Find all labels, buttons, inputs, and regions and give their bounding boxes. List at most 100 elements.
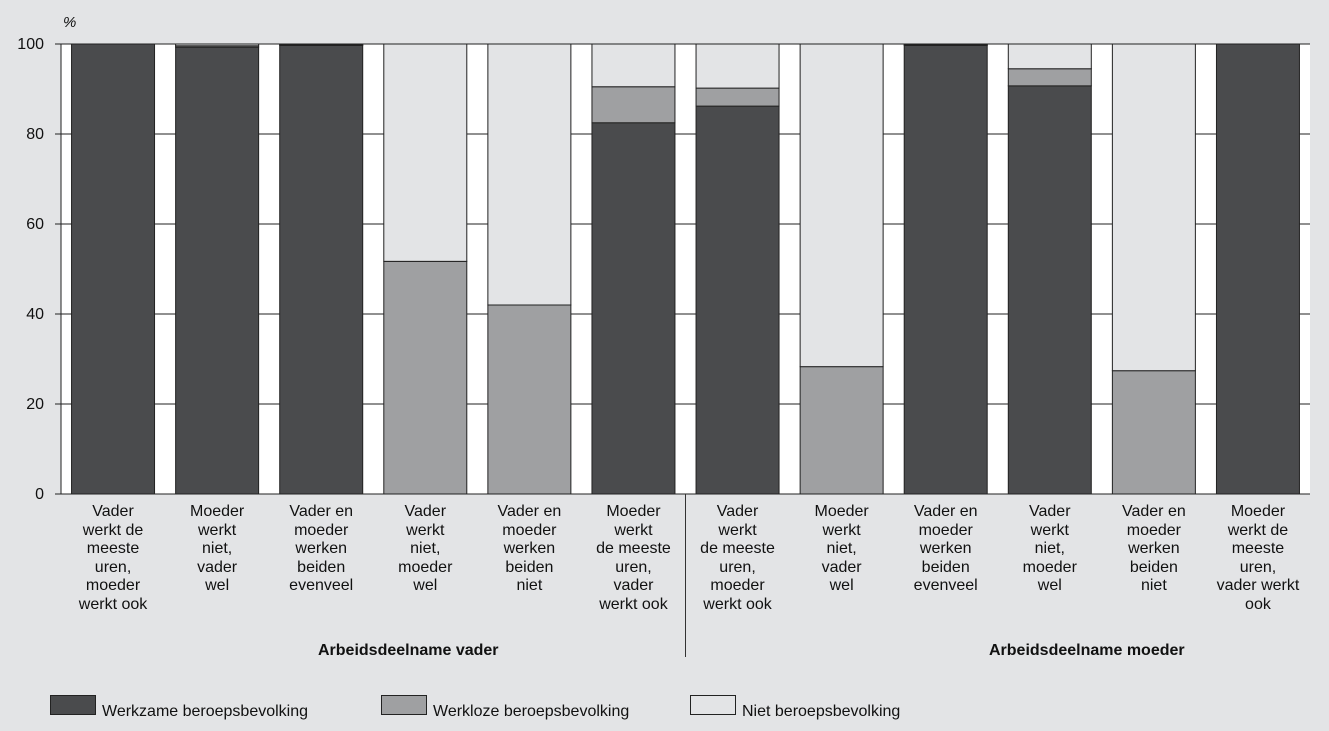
x-tick-label-line: werkt xyxy=(1030,521,1069,539)
x-tick-label-line: moeder xyxy=(918,521,973,539)
bar-3-series-2 xyxy=(383,43,468,262)
x-tick-label-line: wel xyxy=(205,577,230,594)
x-tick-label-line: uren, xyxy=(1239,558,1277,576)
y-tick-label-1: 20 xyxy=(26,396,44,413)
x-tick-label-line: werkt xyxy=(614,521,653,539)
x-tick-label-line: vader xyxy=(197,558,238,576)
x-tick-label-line: vader xyxy=(613,577,654,594)
bar-11-series-0 xyxy=(1215,43,1300,495)
y-tick-label-4: 80 xyxy=(26,126,44,143)
legend-swatch-niet xyxy=(690,695,736,715)
bar-6-series-1 xyxy=(695,87,780,107)
x-tick-label-line: Vader xyxy=(404,503,447,520)
x-tick-label-5: Moeder werkt de meeste uren, vader werkt ook xyxy=(585,503,681,614)
bar-3-series-1 xyxy=(383,260,468,495)
legend-swatch-werkloze xyxy=(381,695,427,715)
bar-10-series-1 xyxy=(1111,370,1196,495)
x-tick-label-line: uren, xyxy=(94,558,132,576)
x-tick-label-line: werkt xyxy=(822,521,861,539)
x-tick-label-line: uren, xyxy=(719,558,756,576)
legend-label-niet: Niet beroepsbevolking xyxy=(742,703,901,720)
x-tick-label-line: werken xyxy=(503,540,556,557)
x-tick-label-line: moeder xyxy=(294,521,349,539)
bar-0-series-0 xyxy=(71,43,156,495)
x-tick-label-6: Vader werkt de meeste uren, moeder werkt ook xyxy=(690,503,786,614)
x-tick-label-line: wel xyxy=(413,577,438,594)
x-tick-label-line: moeder xyxy=(85,577,141,594)
x-tick-label-line: werkt xyxy=(718,521,757,539)
legend-label-werkloze: Werkloze beroepsbevolking xyxy=(433,703,630,720)
x-tick-label-line: Moeder xyxy=(814,503,869,520)
y-tick-label-5: 100 xyxy=(17,36,44,53)
x-tick-label-line: werkt ook xyxy=(599,595,668,613)
x-tick-label-line: werkt de xyxy=(82,521,144,539)
x-tick-label-line: Moeder xyxy=(606,503,661,520)
x-tick-label-line: Vader en xyxy=(497,503,562,520)
x-tick-label-line: moeder xyxy=(398,558,453,576)
x-tick-label-line: niet xyxy=(516,577,543,594)
x-tick-label-line: Vader xyxy=(716,503,759,520)
x-tick-label-line: wel xyxy=(1037,577,1062,594)
x-tick-label-9: Vader werkt niet, moeder wel xyxy=(1002,503,1098,596)
group-label-0: Arbeidsdeelname vader xyxy=(318,642,499,659)
y-tick-label-0: 0 xyxy=(35,486,44,503)
x-tick-label-2: Vader en moeder werken beiden evenveel xyxy=(273,503,369,596)
bar-5-series-0 xyxy=(591,122,676,495)
bar-2-series-2 xyxy=(279,43,364,46)
bar-9-series-0 xyxy=(1007,85,1092,495)
x-tick-label-1: Moeder werkt niet, vader wel xyxy=(169,503,265,596)
x-tick-label-10: Vader en moeder werken beiden niet xyxy=(1106,503,1202,596)
bar-5-series-1 xyxy=(591,86,676,124)
x-tick-label-line: ook xyxy=(1245,595,1271,613)
x-tick-label-line: niet, xyxy=(1034,540,1065,557)
x-tick-label-3: Vader werkt niet, moeder wel xyxy=(377,503,473,596)
bar-5-series-2 xyxy=(591,43,676,88)
x-tick-label-line: werken xyxy=(1128,540,1180,557)
bar-1-series-2 xyxy=(175,43,260,47)
bar-9-series-1 xyxy=(1007,68,1092,87)
x-tick-label-line: uren, xyxy=(615,558,652,576)
bar-2-series-0 xyxy=(279,44,364,495)
x-tick-label-line: vader werkt xyxy=(1216,577,1300,594)
legend: Werkzame beroepsbevolking Werkloze beroe… xyxy=(0,693,1329,723)
group-label-1: Arbeidsdeelname moeder xyxy=(989,642,1185,659)
bar-10-series-2 xyxy=(1111,43,1196,372)
legend-swatch-werkzame xyxy=(50,695,96,715)
y-tick-label-2: 40 xyxy=(26,306,44,323)
bar-1-series-0 xyxy=(175,46,260,495)
x-tick-label-line: beiden xyxy=(921,558,970,576)
x-tick-label-line: wel xyxy=(829,577,854,594)
x-tick-label-line: werkt ook xyxy=(78,595,148,613)
x-tick-label-line: werken xyxy=(919,540,972,557)
x-tick-label-line: evenveel xyxy=(913,577,978,594)
x-tick-label-line: Vader en xyxy=(913,503,978,520)
bar-4-series-2 xyxy=(487,43,572,306)
x-tick-label-line: moeder xyxy=(710,577,765,594)
x-tick-label-line: Moeder xyxy=(1230,503,1286,520)
x-tick-label-line: evenveel xyxy=(289,577,354,594)
x-tick-label-line: Moeder xyxy=(190,503,245,520)
x-tick-label-line: niet xyxy=(1140,577,1167,594)
bar-8-series-2 xyxy=(903,43,988,46)
x-tick-label-line: werkt ook xyxy=(703,595,772,613)
x-tick-label-4: Vader en moeder werken beiden niet xyxy=(481,503,577,596)
bar-4-series-1 xyxy=(487,304,572,495)
bar-6-series-2 xyxy=(695,43,780,89)
x-tick-label-line: beiden xyxy=(1129,558,1178,576)
x-tick-label-line: vader xyxy=(821,558,862,576)
bar-7-series-1 xyxy=(799,366,884,495)
y-unit-label: % xyxy=(63,14,76,31)
plot-area xyxy=(61,44,1310,494)
bar-9-series-2 xyxy=(1007,43,1092,70)
x-tick-label-line: meeste xyxy=(1231,540,1285,557)
x-tick-label-line: moeder xyxy=(502,521,557,539)
x-tick-label-line: Vader xyxy=(1029,503,1071,520)
x-tick-label-line: Vader xyxy=(92,503,134,520)
x-tick-label-11: Moeder werkt de meeste uren, vader werkt ook xyxy=(1210,503,1306,614)
x-tick-label-line: meeste xyxy=(86,540,140,557)
x-tick-label-0: Vader werkt de meeste uren, moeder werkt ook xyxy=(65,503,161,614)
bar-7-series-2 xyxy=(799,43,884,368)
x-tick-label-line: niet, xyxy=(410,540,441,557)
